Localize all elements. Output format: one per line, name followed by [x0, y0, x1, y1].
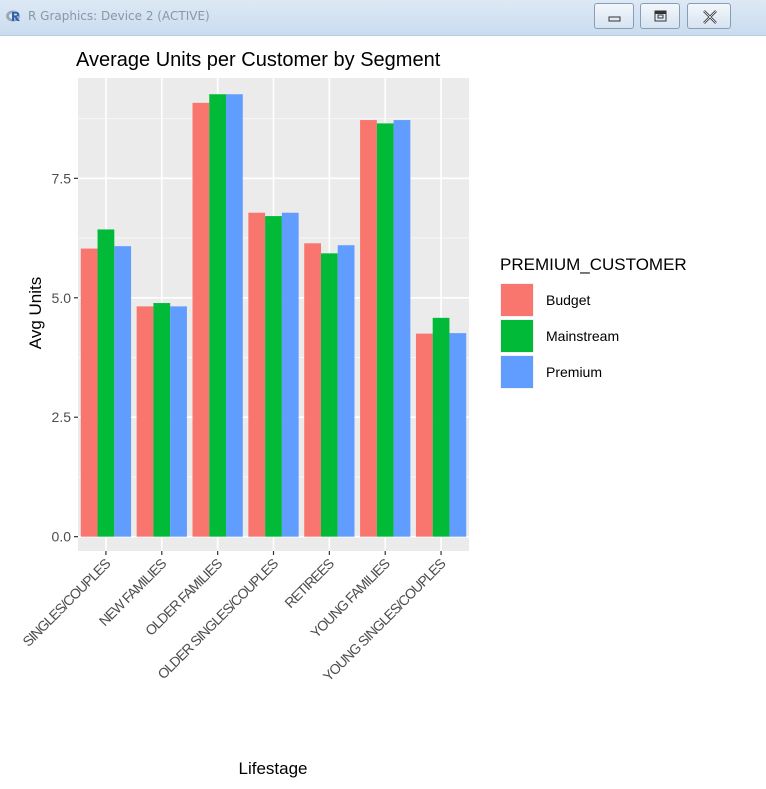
- bar-budget: [80, 248, 98, 537]
- x-tick-label: OLDER SINGLES/COUPLES: [154, 555, 281, 682]
- x-tick-label: SINGLES/COUPLES: [19, 555, 113, 649]
- y-tick-label: 7.5: [52, 170, 72, 186]
- minimize-button[interactable]: [594, 3, 634, 29]
- x-axis-label: Lifestage: [239, 759, 308, 778]
- minimize-icon: [608, 16, 621, 22]
- plot-area: Average Units per Customer by Segment 0.…: [0, 36, 766, 789]
- y-axis-label: Avg Units: [26, 277, 45, 349]
- bar-mainstream: [209, 94, 227, 537]
- bar-budget: [415, 333, 433, 537]
- bar-premium: [114, 246, 132, 537]
- bar-premium: [170, 306, 187, 537]
- title-bar[interactable]: R Graphics: Device 2 (ACTIVE): [0, 0, 766, 36]
- maximize-button[interactable]: [640, 3, 680, 29]
- bar-mainstream: [376, 123, 394, 537]
- bar-premium: [449, 333, 467, 537]
- y-axis: 0.0 2.5 5.0 7.5: [52, 170, 78, 545]
- close-button[interactable]: [687, 3, 731, 29]
- bar-budget: [136, 306, 154, 537]
- chart-title: Average Units per Customer by Segment: [76, 49, 441, 71]
- legend-title: PREMIUM_CUSTOMER: [500, 255, 687, 274]
- bar-mainstream: [153, 303, 171, 537]
- legend: PREMIUM_CUSTOMER Budget Mainstream Premium: [500, 255, 687, 389]
- x-tick-label: RETIREES: [281, 555, 337, 611]
- window-title: R Graphics: Device 2 (ACTIVE): [28, 9, 210, 23]
- legend-key-premium: [501, 356, 533, 388]
- y-tick-label: 5.0: [52, 290, 72, 306]
- bar-mainstream: [432, 317, 450, 537]
- bar-premium: [281, 212, 299, 537]
- bar-premium: [393, 120, 411, 537]
- bar-mainstream: [97, 229, 115, 537]
- bar-budget: [248, 212, 266, 537]
- maximize-icon: [654, 10, 667, 22]
- r-logo-icon: [6, 10, 20, 22]
- bar-budget: [304, 243, 321, 537]
- bar-mainstream: [320, 253, 338, 537]
- bar-chart: Average Units per Customer by Segment 0.…: [19, 49, 687, 778]
- bar-premium: [337, 245, 355, 537]
- legend-label: Premium: [546, 364, 602, 380]
- bar-mainstream: [265, 216, 282, 537]
- close-icon: [703, 10, 717, 24]
- bar-budget: [360, 120, 377, 537]
- legend-key-budget: [501, 284, 533, 316]
- legend-label: Mainstream: [546, 328, 619, 344]
- y-tick-label: 2.5: [52, 409, 72, 425]
- bar-budget: [192, 102, 210, 537]
- bar-premium: [226, 94, 243, 537]
- legend-label: Budget: [546, 292, 590, 308]
- y-tick-label: 0.0: [52, 529, 72, 545]
- legend-key-mainstream: [501, 320, 533, 352]
- bars: [80, 94, 467, 537]
